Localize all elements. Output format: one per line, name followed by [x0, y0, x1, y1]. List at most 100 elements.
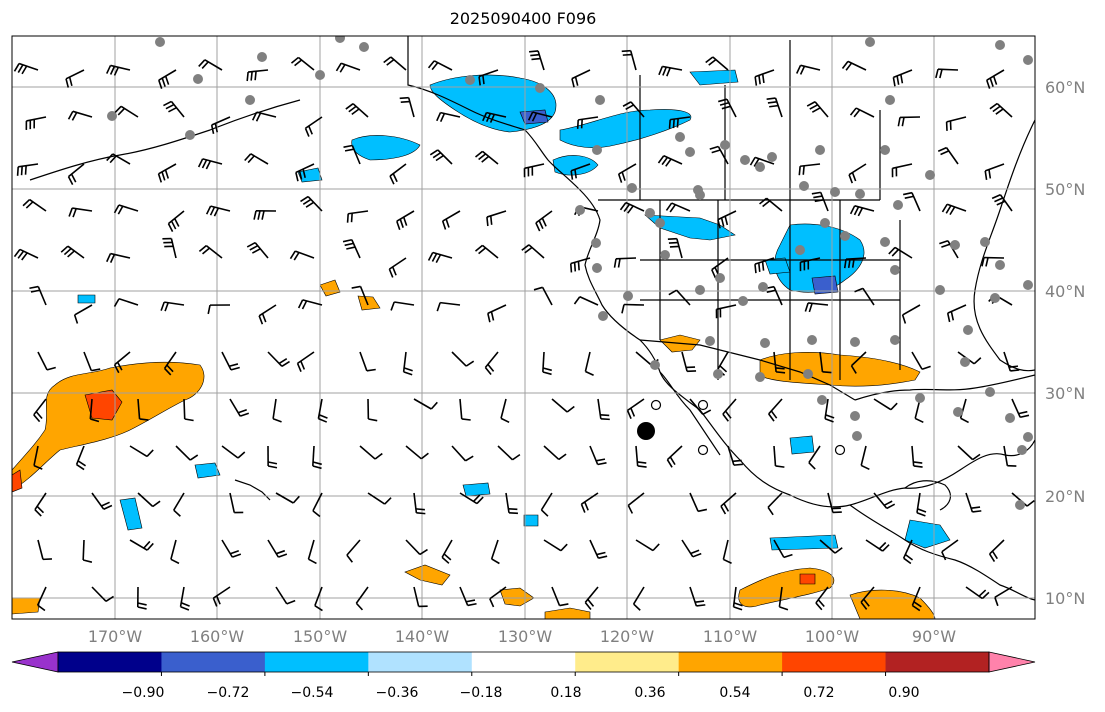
- wind-barb: [383, 56, 407, 71]
- colorbar-tick-label: 0.72: [803, 685, 834, 701]
- station-dot: [953, 407, 963, 417]
- wind-barb: [815, 586, 829, 611]
- station-dot: [865, 37, 875, 47]
- lon-label: 100°W: [805, 627, 860, 646]
- wind-barb: [388, 257, 407, 278]
- wind-barb: [778, 586, 789, 611]
- wind-barb: [389, 163, 407, 185]
- station-dot: [1005, 413, 1015, 423]
- station-dot: [980, 237, 990, 247]
- wind-barb: [773, 445, 785, 468]
- anomaly-region: [462, 482, 491, 497]
- wind-barb: [689, 586, 706, 607]
- wind-barb: [198, 59, 223, 71]
- wind-barb: [163, 351, 177, 376]
- wind-barb: [229, 492, 244, 514]
- station-dot: [650, 360, 660, 370]
- wind-barb: [658, 65, 683, 77]
- station-dot: [655, 218, 665, 228]
- wind-barb: [246, 241, 269, 259]
- wind-barb: [580, 492, 599, 513]
- wind-barb: [451, 445, 474, 462]
- wind-barb: [413, 586, 428, 608]
- wind-barb: [981, 256, 1005, 267]
- wind-barb: [317, 398, 328, 423]
- wind-barb: [720, 492, 737, 515]
- wind-barb: [873, 398, 898, 411]
- station-dot: [595, 95, 605, 105]
- wind-barb: [275, 586, 296, 605]
- open-station-marker: [697, 399, 709, 411]
- anomaly-region: [357, 295, 381, 311]
- wind-barb: [542, 351, 552, 376]
- wind-barb: [732, 586, 743, 611]
- wind-barb: [307, 539, 317, 565]
- wind-barb: [689, 492, 708, 513]
- wind-barb: [441, 539, 453, 564]
- station-dot: [755, 372, 765, 382]
- wind-barb: [173, 492, 185, 517]
- station-dot: [890, 265, 900, 275]
- wind-barb: [137, 398, 149, 421]
- wind-barb: [221, 351, 240, 371]
- wind-barb: [571, 69, 591, 88]
- wind-barb: [459, 492, 484, 505]
- colorbar-segment: [368, 652, 473, 672]
- wind-barb: [984, 163, 1005, 180]
- station-dot: [315, 70, 325, 80]
- wind-barb: [129, 445, 154, 458]
- wind-barb: [29, 285, 47, 306]
- wind-barb: [170, 539, 180, 565]
- wind-barb: [246, 69, 269, 82]
- wind-barb: [65, 69, 85, 88]
- wind-barb: [626, 398, 645, 419]
- wind-barb: [946, 304, 967, 323]
- wind-barb: [617, 163, 637, 183]
- lat-label: 60°N: [1045, 78, 1085, 97]
- wind-barb: [390, 301, 415, 311]
- wind-barb: [573, 296, 599, 306]
- lon-label: 110°W: [703, 627, 758, 646]
- station-dot: [817, 395, 827, 405]
- wind-barb: [91, 492, 113, 510]
- station-dot: [359, 42, 369, 52]
- wind-barb: [290, 56, 315, 71]
- lon-label: 160°W: [190, 627, 245, 646]
- colorbar-tick-label: 0.18: [550, 685, 581, 701]
- coastline-yucatan: [904, 480, 952, 511]
- wind-barb: [570, 163, 591, 180]
- wind-barb: [705, 56, 729, 71]
- station-dot: [852, 431, 862, 441]
- wind-barb: [436, 111, 461, 123]
- wind-barb: [160, 301, 185, 312]
- station-dot: [623, 291, 633, 301]
- wind-barb: [106, 252, 131, 263]
- wind-barb: [727, 445, 743, 466]
- wind-barb: [272, 398, 282, 423]
- station-dot: [695, 285, 705, 295]
- wind-barb: [399, 96, 415, 118]
- wind-barb: [854, 287, 875, 306]
- wind-barb: [916, 492, 927, 517]
- wind-barb: [314, 586, 323, 612]
- wind-barb: [957, 445, 981, 461]
- wind-barb: [13, 248, 39, 261]
- wind-barb: [988, 539, 1005, 562]
- wind-barb: [901, 304, 921, 324]
- wind-barb: [622, 101, 645, 118]
- station-dot: [675, 132, 685, 142]
- wind-barb: [613, 257, 637, 268]
- station-dot: [155, 37, 165, 47]
- station-dot: [755, 162, 765, 172]
- wind-barb: [475, 150, 499, 165]
- lon-label: 170°W: [88, 627, 143, 646]
- anomaly-region: [544, 607, 591, 619]
- station-dot: [799, 181, 809, 191]
- wind-barb: [773, 351, 786, 374]
- station-dot: [257, 52, 267, 62]
- wind-barb: [911, 351, 931, 371]
- wind-barb: [359, 445, 383, 460]
- wind-barb: [505, 492, 519, 515]
- colorbar-min-extension: [11, 651, 59, 673]
